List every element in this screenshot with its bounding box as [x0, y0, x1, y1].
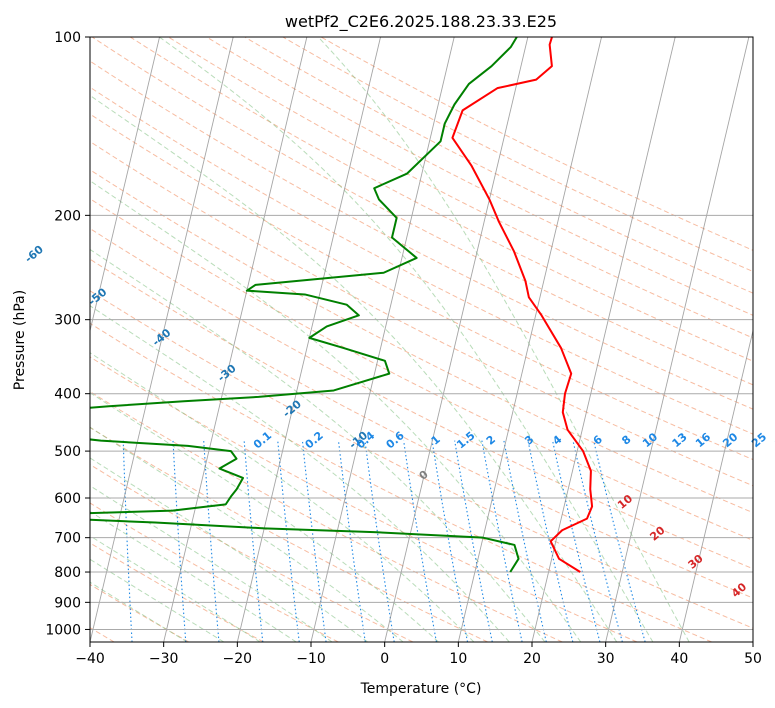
moist-adiabat: [90, 180, 582, 642]
plot-background: [90, 37, 753, 642]
profile-lines: [90, 37, 594, 573]
y-tick-label: 200: [54, 208, 81, 224]
y-axis-label: Pressure (hPa): [12, 290, 28, 390]
dry-adiabat: [90, 198, 753, 541]
x-tick-label: 10: [449, 651, 467, 667]
mixing-ratio-line: [337, 440, 366, 642]
mixing-ratio-line: [301, 440, 327, 642]
moist-adiabat: [90, 352, 475, 642]
mixing-ratio-label: 30: [773, 430, 775, 450]
x-tick-label: 40: [670, 651, 688, 667]
dewpoint-line: [90, 37, 520, 573]
isotherm-line: [678, 328, 753, 642]
mixing-ratio-line: [277, 440, 300, 642]
isotherm-line: [531, 37, 676, 642]
y-tick-label: 1000: [45, 622, 81, 638]
x-tick-label: −30: [149, 651, 179, 667]
x-tick-label: 30: [597, 651, 615, 667]
y-tick-label: 400: [54, 387, 81, 403]
mixing-ratio-line: [243, 440, 264, 642]
y-tick-label: 700: [54, 531, 81, 547]
mixing-ratio-line: [593, 440, 646, 642]
moist-adiabat: [317, 37, 690, 642]
isotherm-line: [0, 37, 12, 642]
isotherm-label: -60: [22, 243, 46, 266]
moist-adiabat: [90, 94, 618, 642]
dry-adiabat: [282, 37, 753, 273]
plot-frame: [89, 36, 754, 643]
dry-adiabat: [90, 502, 339, 642]
x-tick-label: 50: [744, 651, 762, 667]
isotherm-line: [163, 37, 308, 642]
mixing-ratio-line: [122, 440, 133, 642]
isotherm-line: [310, 37, 455, 642]
mixing-ratio-line: [431, 440, 469, 642]
y-tick-label: 800: [54, 565, 81, 581]
x-axis-label: Temperature (°C): [360, 681, 482, 697]
dry-adiabat: [90, 258, 753, 599]
moist-adiabat: [90, 485, 333, 642]
isotherm-line: [605, 37, 750, 642]
x-tick-label: −40: [75, 651, 105, 667]
dry-adiabat: [129, 37, 753, 362]
isotherm-line: [90, 37, 160, 333]
dry-adiabat: [320, 37, 753, 251]
dry-adiabat: [90, 322, 712, 642]
moist-adiabat: [90, 305, 510, 642]
dry-adiabat: [90, 113, 753, 461]
background-lines: [0, 37, 753, 642]
isotherm-line: [90, 37, 234, 642]
mixing-ratio-line: [203, 440, 220, 642]
dry-adiabat: [90, 227, 753, 570]
dry-adiabat: [90, 356, 638, 642]
dry-adiabat: [168, 37, 753, 339]
x-tick-label: 0: [380, 651, 389, 667]
mixing-ratio-line: [403, 440, 437, 642]
isotherm-line: [752, 640, 753, 642]
mixing-ratio-line: [481, 440, 523, 642]
dry-adiabat: [90, 390, 563, 642]
isotherm-line: [384, 37, 529, 642]
dry-adiabat: [90, 426, 488, 642]
isotherm-line: [457, 37, 602, 642]
chart-title: wetPf2_C2E6.2025.188.23.33.E25: [285, 12, 557, 32]
temperature-line: [451, 37, 594, 573]
mixing-ratio-line: [172, 440, 187, 642]
mixing-ratio-line: [454, 440, 493, 642]
y-tick-label: 500: [54, 444, 81, 460]
y-tick-label: 900: [54, 595, 81, 611]
x-tick-label: −10: [296, 651, 326, 667]
x-tick-label: 20: [523, 651, 541, 667]
dry-adiabat: [90, 169, 753, 514]
dry-adiabat: [90, 60, 753, 410]
mixing-ratio-line: [572, 440, 623, 642]
y-tick-label: 100: [54, 30, 81, 46]
mixing-ratio-line: [527, 440, 574, 642]
mixing-ratio-line: [503, 440, 547, 642]
dry-adiabat: [90, 86, 753, 435]
moist-adiabat: [90, 581, 188, 642]
y-tick-label: 300: [54, 313, 81, 329]
isotherm-line: [236, 37, 381, 642]
mixing-ratio-line: [552, 440, 601, 642]
axes: −40 −30 −20 −10 0 10 20 30 40 50 100 200 300 400 500 60…: [45, 30, 762, 667]
moist-adiabat: [90, 248, 546, 642]
y-tick-label: 600: [54, 491, 81, 507]
x-tick-label: −20: [223, 651, 253, 667]
moist-adiabat: [159, 37, 654, 642]
